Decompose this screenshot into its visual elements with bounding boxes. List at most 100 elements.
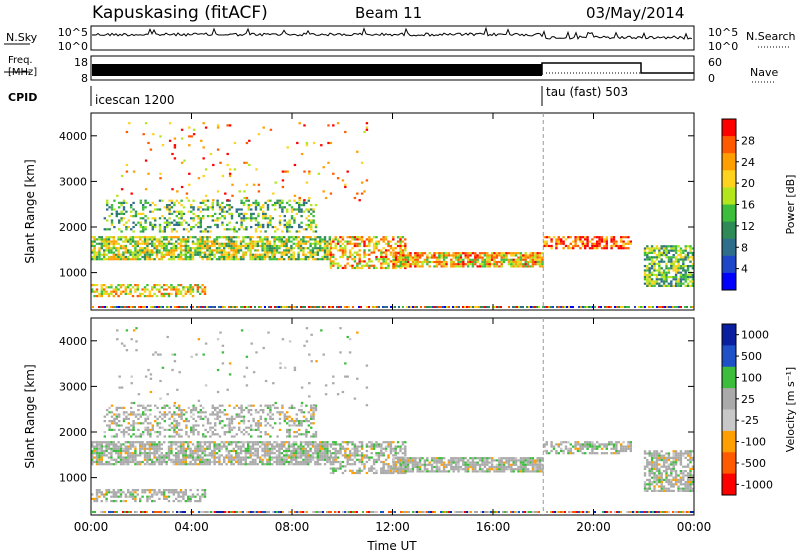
data-cell xyxy=(288,431,291,434)
data-cell xyxy=(257,422,260,425)
data-cell xyxy=(124,463,127,466)
data-cell xyxy=(370,264,373,267)
data-cell xyxy=(242,443,245,446)
data-cell xyxy=(281,201,284,204)
data-cell xyxy=(175,288,178,291)
data-cell xyxy=(124,247,127,250)
data-cell xyxy=(682,267,685,270)
data-cell xyxy=(268,249,271,252)
data-cell xyxy=(173,146,177,149)
data-cell xyxy=(244,460,247,464)
data-cell xyxy=(660,251,663,254)
data-cell xyxy=(478,252,482,255)
data-cell xyxy=(278,428,282,431)
data-cell xyxy=(273,240,276,243)
data-cell xyxy=(450,265,453,268)
data-cell xyxy=(141,255,144,259)
data-cell xyxy=(308,196,311,200)
data-cell xyxy=(316,449,319,453)
data-cell xyxy=(228,212,231,215)
data-cell xyxy=(98,489,101,492)
data-cell xyxy=(290,206,294,209)
data-cell xyxy=(187,443,190,446)
data-cell xyxy=(189,456,192,459)
data-cell xyxy=(377,258,381,261)
data-cell xyxy=(326,454,329,457)
data-cell xyxy=(406,463,410,466)
data-cell xyxy=(218,460,221,464)
data-cell xyxy=(304,255,307,259)
data-cell xyxy=(206,445,209,448)
data-cell xyxy=(252,404,255,407)
data-cell xyxy=(170,441,173,444)
data-cell xyxy=(299,238,303,241)
data-cell xyxy=(344,247,347,250)
data-cell xyxy=(344,452,347,455)
data-cell xyxy=(356,452,359,455)
data-cell xyxy=(122,456,125,459)
data-cell xyxy=(199,219,202,222)
data-cell xyxy=(285,460,288,464)
data-cell xyxy=(292,447,295,450)
data-cell xyxy=(596,247,599,250)
data-cell xyxy=(375,242,378,245)
data-cell xyxy=(122,447,125,450)
data-cell xyxy=(150,306,152,308)
data-cell xyxy=(392,258,395,261)
data-cell xyxy=(285,447,288,450)
data-cell xyxy=(107,240,111,243)
data-cell xyxy=(319,441,322,444)
data-cell xyxy=(534,252,537,255)
data-cell xyxy=(251,242,255,245)
data-cell xyxy=(91,240,94,243)
data-cell xyxy=(120,212,123,215)
data-cell xyxy=(249,242,252,245)
data-cell xyxy=(643,273,647,276)
data-cell xyxy=(115,424,118,427)
data-cell xyxy=(581,242,584,245)
data-cell xyxy=(240,409,243,412)
data-cell xyxy=(682,262,685,265)
data-cell xyxy=(586,242,589,245)
data-cell xyxy=(447,463,451,466)
data-cell xyxy=(228,174,232,178)
data-cell xyxy=(249,463,252,466)
data-cell xyxy=(287,449,291,453)
data-cell xyxy=(115,253,118,256)
data-cell xyxy=(409,254,412,257)
data-cell xyxy=(397,256,400,259)
data-cell xyxy=(220,251,223,254)
data-cell xyxy=(406,306,408,308)
data-cell xyxy=(255,168,258,171)
data-cell xyxy=(118,424,121,427)
data-cell xyxy=(91,290,94,293)
data-cell xyxy=(100,292,103,295)
data-cell xyxy=(269,404,272,407)
data-cell xyxy=(139,226,142,229)
data-cell xyxy=(310,413,313,416)
data-cell xyxy=(414,258,417,261)
data-cell xyxy=(128,306,130,308)
data-cell xyxy=(112,443,115,446)
data-cell xyxy=(257,215,260,218)
data-cell xyxy=(332,441,335,444)
data-cell xyxy=(550,240,553,243)
data-cell xyxy=(430,306,432,308)
data-cell xyxy=(184,460,187,464)
data-cell xyxy=(334,469,337,472)
data-cell xyxy=(194,424,198,427)
data-cell xyxy=(402,256,405,259)
data-cell xyxy=(172,247,175,250)
data-cell xyxy=(199,251,202,254)
data-cell xyxy=(648,284,651,287)
data-cell xyxy=(134,253,137,256)
data-cell xyxy=(332,172,335,175)
data-cell xyxy=(238,428,241,431)
data-cell xyxy=(129,288,132,291)
data-cell xyxy=(370,443,373,446)
data-cell xyxy=(353,236,357,239)
data-cell xyxy=(127,219,130,222)
noise-strip-frame xyxy=(90,25,695,51)
data-cell xyxy=(329,456,333,459)
data-cell xyxy=(216,126,220,129)
